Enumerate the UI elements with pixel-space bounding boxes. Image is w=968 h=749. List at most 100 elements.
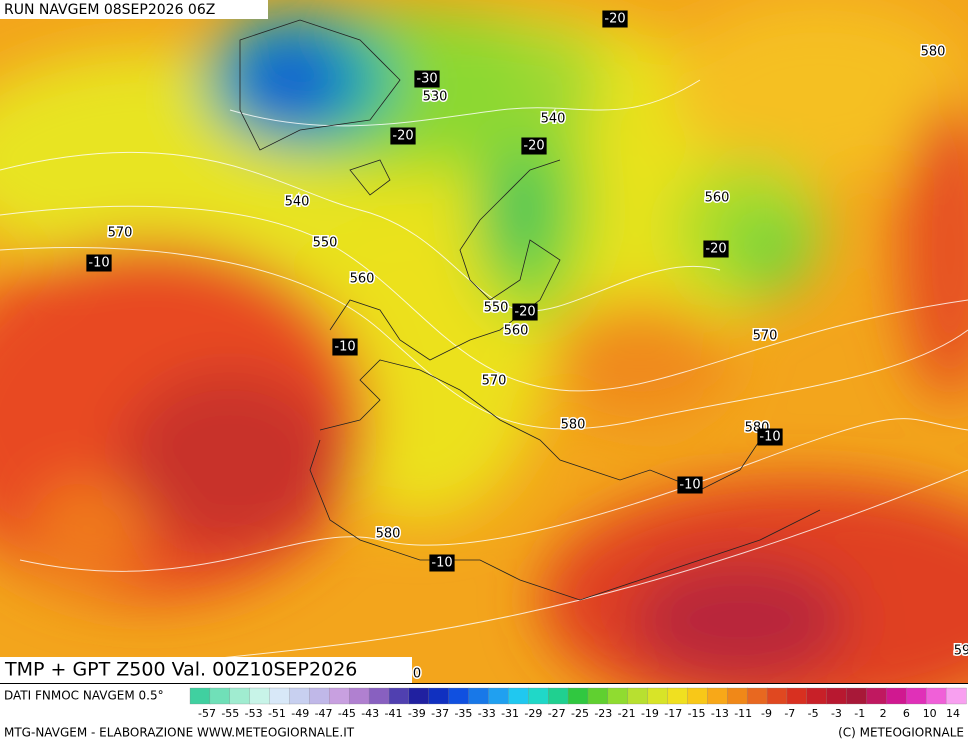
- scale-label: -19: [641, 707, 659, 720]
- temp-label: -30: [416, 72, 437, 87]
- scale-label: -51: [268, 707, 286, 720]
- colorbar-swatch: [368, 687, 390, 705]
- scale-label: -39: [408, 707, 426, 720]
- scale-label: -9: [761, 707, 772, 720]
- scale-label: -29: [524, 707, 542, 720]
- height-label: 59: [954, 644, 968, 659]
- scale-label: -57: [198, 707, 216, 720]
- temp-label-box: [332, 338, 358, 356]
- temp-label: -10: [334, 340, 355, 355]
- height-label: 540: [541, 112, 566, 127]
- scale-label: -11: [734, 707, 752, 720]
- height-label: 580: [921, 45, 946, 60]
- scale-label: -31: [501, 707, 519, 720]
- scale-label: -7: [784, 707, 795, 720]
- colorbar-swatch: [746, 687, 768, 705]
- scale-label: 14: [946, 707, 960, 720]
- scale-label: -41: [385, 707, 403, 720]
- temp-label: -20: [514, 305, 535, 320]
- scale-label: -45: [338, 707, 356, 720]
- temp-label-box: [677, 476, 703, 494]
- scale-label: -49: [291, 707, 309, 720]
- colorbar-swatch: [567, 687, 589, 705]
- scale-label: -1: [854, 707, 865, 720]
- colorbar-swatch: [707, 687, 728, 705]
- temp-label: -10: [88, 256, 109, 271]
- scale-label: -35: [454, 707, 472, 720]
- colorbar-swatch: [388, 687, 410, 705]
- colorbar-swatch: [329, 687, 350, 705]
- colorbar-swatch: [468, 687, 490, 705]
- colorbar-swatch: [866, 687, 888, 705]
- height-label: 530: [423, 90, 448, 105]
- temp-label: -10: [431, 556, 452, 571]
- scale-label: -47: [315, 707, 333, 720]
- scale-label: -43: [361, 707, 379, 720]
- colorbar-swatch: [508, 687, 529, 705]
- height-label: 550: [313, 236, 338, 251]
- colorbar-swatch: [229, 687, 251, 705]
- height-label: 540: [285, 195, 310, 210]
- height-label: 560: [350, 272, 375, 287]
- colorbar-swatch: [488, 687, 510, 705]
- title-box: [0, 657, 412, 683]
- temp-label: -20: [705, 242, 726, 257]
- scale-label: -21: [618, 707, 636, 720]
- colorbar-swatch: [408, 687, 430, 705]
- colorbar-swatch: [309, 687, 330, 705]
- colorbar-swatch: [886, 687, 907, 705]
- colorbar-swatch: [249, 687, 271, 705]
- scale-label: 2: [880, 707, 887, 720]
- temperature-field: 580 530 540 540 570 550 560 560 550 560 …: [0, 0, 968, 683]
- temp-label-box: [429, 554, 455, 572]
- colorbar-swatch: [587, 687, 609, 705]
- colorbar-swatch: [269, 687, 291, 705]
- scale-label: -13: [711, 707, 729, 720]
- scale-label: -55: [221, 707, 239, 720]
- colorbar-swatch: [806, 687, 828, 705]
- height-label: 560: [504, 324, 529, 339]
- footer-left: MTG-NAVGEM - ELABORAZIONE WWW.METEOGIORN…: [4, 726, 355, 740]
- scale-label: -53: [245, 707, 263, 720]
- temp-label-box: [703, 240, 729, 258]
- colorbar-swatch: [687, 687, 708, 705]
- scale-label: -15: [688, 707, 706, 720]
- colorbar-swatch: [349, 687, 370, 705]
- scale-label: -27: [548, 707, 566, 720]
- scale-label: -23: [594, 707, 612, 720]
- colorbar-swatch: [607, 687, 629, 705]
- temp-label-box: [521, 137, 547, 155]
- temp-label: -10: [759, 430, 780, 445]
- colorbar-swatch: [448, 687, 470, 705]
- colorbar-swatch: [528, 687, 549, 705]
- height-label: 0: [413, 667, 421, 682]
- temp-label: -20: [523, 139, 544, 154]
- scale-label: -33: [478, 707, 496, 720]
- colorbar-swatch: [766, 687, 788, 705]
- scale-label: -5: [808, 707, 819, 720]
- scale-label: 6: [903, 707, 910, 720]
- height-contours: [0, 79, 968, 661]
- height-label: 580: [376, 527, 401, 542]
- colorbar-swatch: [727, 687, 748, 705]
- scale-label: -25: [571, 707, 589, 720]
- temp-label: -20: [392, 129, 413, 144]
- temp-label-box: [390, 127, 416, 145]
- height-label: 570: [753, 329, 778, 344]
- header-box: [0, 0, 268, 19]
- colorbar-swatch: [627, 687, 649, 705]
- footer-right: (C) METEOGIORNALE: [838, 726, 964, 740]
- source-label: DATI FNMOC NAVGEM 0.5°: [4, 689, 164, 703]
- scale-label: 10: [923, 707, 937, 720]
- temp-label-box: [757, 428, 783, 446]
- colorbar-swatch: [926, 687, 947, 705]
- colorbar-swatch: [667, 687, 689, 705]
- temp-label-box: [86, 254, 112, 272]
- colorbar-swatch: [209, 687, 231, 705]
- height-label: 550: [484, 301, 509, 316]
- height-label: 570: [108, 226, 133, 241]
- colorbar-swatch: [906, 687, 927, 705]
- coastlines: [239, 19, 821, 601]
- run-label: RUN NAVGEM 08SEP2026 06Z: [4, 2, 215, 18]
